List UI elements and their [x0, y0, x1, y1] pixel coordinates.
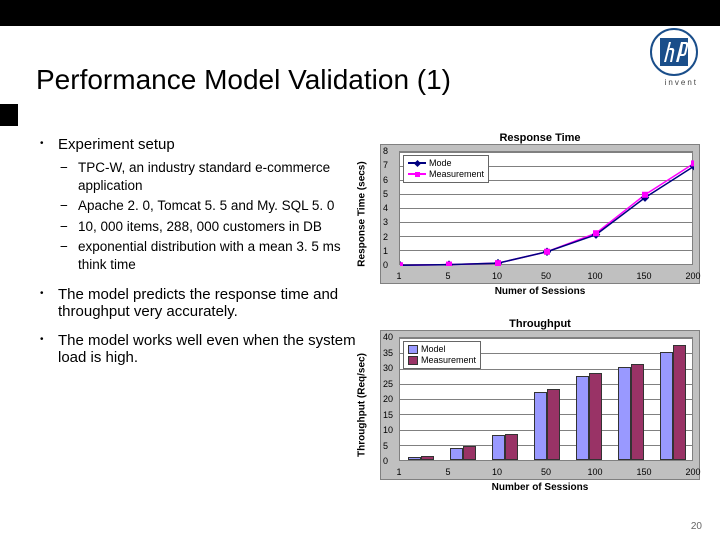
page-title: Performance Model Validation (1)	[36, 64, 451, 96]
bar	[631, 364, 644, 460]
x-axis-label: Numer of Sessions	[380, 286, 700, 297]
bullet-item: The model works well even when the syste…	[40, 332, 370, 366]
bar	[505, 434, 518, 460]
bar	[547, 389, 560, 460]
x-axis-label: Number of Sessions	[380, 482, 700, 493]
chart-title: Throughput	[380, 318, 700, 330]
chart-legend: ModeMeasurement	[403, 155, 489, 183]
bar	[534, 392, 547, 460]
page-number: 20	[691, 521, 702, 532]
y-axis-label: Throughput (Req/sec)	[357, 353, 368, 457]
response-time-chart: Response TimeResponse Time (secs)0123456…	[380, 132, 700, 297]
logo-subtext: invent	[665, 78, 698, 87]
sub-bullet-item: exponential distribution with a mean 3. …	[58, 238, 370, 274]
bar	[618, 367, 631, 460]
bar	[492, 435, 505, 460]
bullet-text: The model predicts the response time and…	[58, 286, 370, 320]
bar	[589, 373, 602, 460]
bullet-text: The model works well even when the syste…	[58, 332, 370, 366]
bar	[660, 352, 673, 461]
bullet-text: Experiment setup	[58, 136, 370, 153]
chart-title: Response Time	[380, 132, 700, 144]
sub-bullet-item: TPC-W, an industry standard e-commerce a…	[58, 159, 370, 195]
bar	[421, 456, 434, 460]
bullet-item: The model predicts the response time and…	[40, 286, 370, 320]
sub-bullet-item: Apache 2. 0, Tomcat 5. 5 and My. SQL 5. …	[58, 197, 370, 215]
chart-legend: ModelMeasurement	[403, 341, 481, 369]
bullet-item: Experiment setup TPC-W, an industry stand…	[40, 136, 370, 274]
title-tab	[0, 104, 18, 126]
top-bar	[0, 0, 720, 26]
bar	[576, 376, 589, 460]
y-axis-label: Response Time (secs)	[357, 161, 368, 266]
content-bullets: Experiment setup TPC-W, an industry stand…	[40, 136, 370, 378]
bar	[673, 345, 686, 460]
bar	[450, 448, 463, 460]
sub-bullet-item: 10, 000 items, 288, 000 customers in DB	[58, 218, 370, 236]
throughput-chart: ThroughputThroughput (Req/sec)0510152025…	[380, 318, 700, 493]
bar	[408, 457, 421, 460]
hp-logo	[650, 28, 698, 76]
bar	[463, 446, 476, 460]
